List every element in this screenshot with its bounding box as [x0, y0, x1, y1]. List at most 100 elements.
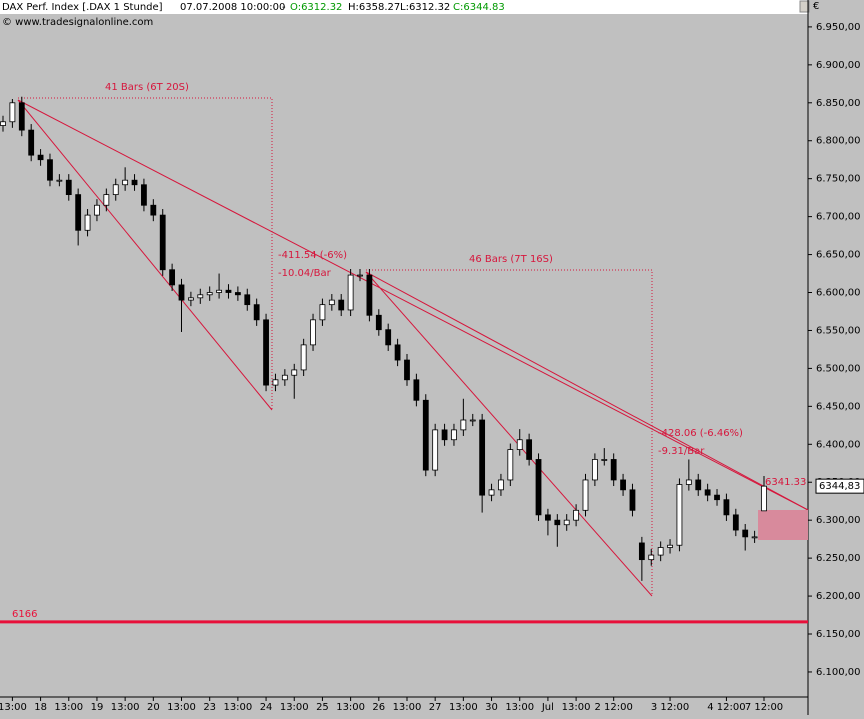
- annotation: -10.04/Bar: [278, 268, 332, 279]
- candle-body: [281, 374, 288, 381]
- x-tick-label: 13:00: [562, 702, 591, 713]
- x-tick-label: 30: [485, 702, 498, 713]
- header-high: H:6358.27: [348, 2, 400, 13]
- y-tick-label: 6.150,00: [816, 629, 861, 640]
- trendline: [17, 99, 273, 411]
- candle-body: [94, 204, 100, 216]
- y-tick-label: 6.850,00: [816, 98, 861, 109]
- candle-body: [620, 479, 626, 491]
- trendline: [365, 271, 809, 511]
- candle-body: [404, 359, 410, 381]
- candle-body: [601, 459, 608, 461]
- candle-body: [291, 369, 298, 376]
- candle-body: [272, 379, 279, 386]
- scroll-button[interactable]: [799, 0, 810, 13]
- x-tick-label: 20: [147, 702, 160, 713]
- x-tick-label: 25: [316, 702, 329, 713]
- y-tick-label: 6.400,00: [816, 439, 861, 450]
- candle-body: [742, 529, 749, 538]
- drawings: [17, 97, 809, 597]
- candle-body: [178, 284, 185, 301]
- x-tick-label: 19: [91, 702, 104, 713]
- candle-body: [47, 159, 53, 181]
- y-tick-label: 6.500,00: [816, 363, 861, 374]
- candle-body: [75, 194, 82, 231]
- candle-body: [591, 459, 598, 481]
- x-tick-label: 13:00: [54, 702, 83, 713]
- candle-body: [150, 204, 157, 216]
- candle-body: [704, 489, 711, 496]
- header-sep: -: [282, 2, 286, 13]
- candle-body: [451, 429, 457, 441]
- x-tick-label: 13:00: [0, 702, 27, 713]
- candle-body: [723, 499, 730, 516]
- x-tick-label: Jul: [541, 702, 554, 713]
- candle-body: [84, 214, 91, 231]
- candle-body: [563, 519, 570, 526]
- candle-body: [629, 489, 636, 511]
- y-tick-label: 6.800,00: [816, 136, 861, 147]
- header-close: C:6344.83: [453, 2, 505, 13]
- candle-body: [469, 419, 476, 422]
- measure-box: [18, 97, 273, 410]
- candle-body: [573, 509, 579, 521]
- candle-body: [216, 289, 222, 293]
- candle-body: [460, 419, 467, 431]
- candle-body: [197, 294, 204, 299]
- y-tick-label: 6.300,00: [816, 515, 861, 526]
- candle-body: [234, 292, 241, 296]
- candle-body: [112, 184, 119, 196]
- y-tick-label: 6.900,00: [816, 60, 861, 71]
- candle-body: [244, 294, 251, 306]
- candle-body: [366, 274, 373, 316]
- candle-body: [751, 536, 758, 539]
- x-tick-label: 13:00: [393, 702, 422, 713]
- annotation: 6341.33: [765, 477, 806, 488]
- header-title: DAX Perf. Index [.DAX 1 Stunde]: [2, 2, 163, 13]
- candle-body: [375, 314, 382, 331]
- x-tick-label: 27: [429, 702, 442, 713]
- candle-body: [300, 344, 307, 371]
- candle-body: [206, 292, 213, 296]
- candle-body: [667, 544, 673, 548]
- candle-body: [648, 554, 655, 561]
- x-tick-label: 13:00: [505, 702, 534, 713]
- candle-body: [535, 459, 542, 516]
- candle-body: [188, 297, 194, 301]
- trendline: [365, 271, 653, 597]
- y-tick-label: 6.250,00: [816, 553, 861, 564]
- x-tick-label: 13:00: [336, 702, 365, 713]
- candle-body: [253, 304, 260, 321]
- annotation: -428.06 (-6.46%): [658, 428, 743, 439]
- candle-body: [582, 479, 589, 511]
- x-tick-label: 13:00: [449, 702, 478, 713]
- candle-body: [131, 179, 138, 186]
- copyright: © www.tradesignalonline.com: [2, 17, 153, 28]
- x-tick-label: 13:00: [223, 702, 252, 713]
- x-tick-label: 18: [34, 702, 47, 713]
- last-price-box: [815, 478, 864, 494]
- candle-body: [225, 289, 232, 293]
- candle-body: [732, 514, 739, 531]
- candle-body: [385, 329, 392, 346]
- candle-body: [122, 179, 129, 186]
- x-tick-label: 2 12:00: [594, 702, 632, 713]
- header-low: L:6312.32: [400, 2, 450, 13]
- candle-body: [347, 274, 354, 311]
- candle-body: [394, 344, 401, 361]
- candle-body: [554, 519, 561, 526]
- candle-body: [422, 399, 429, 471]
- y-tick-label: 6.550,00: [816, 325, 861, 336]
- zone-box: [758, 510, 808, 540]
- y-tick-label: 6.650,00: [816, 250, 861, 261]
- candle-body: [37, 154, 44, 161]
- candle-body: [18, 102, 25, 131]
- x-tick-label: 13:00: [280, 702, 309, 713]
- candle-body: [263, 319, 269, 386]
- candle-body: [526, 439, 533, 460]
- header-datetime: 07.07.2008 10:00:00: [180, 2, 285, 13]
- candle-body: [714, 494, 720, 501]
- x-tick-label: 3 12:00: [651, 702, 689, 713]
- header-open: O:6312.32: [290, 2, 342, 13]
- candle-body: [610, 459, 617, 481]
